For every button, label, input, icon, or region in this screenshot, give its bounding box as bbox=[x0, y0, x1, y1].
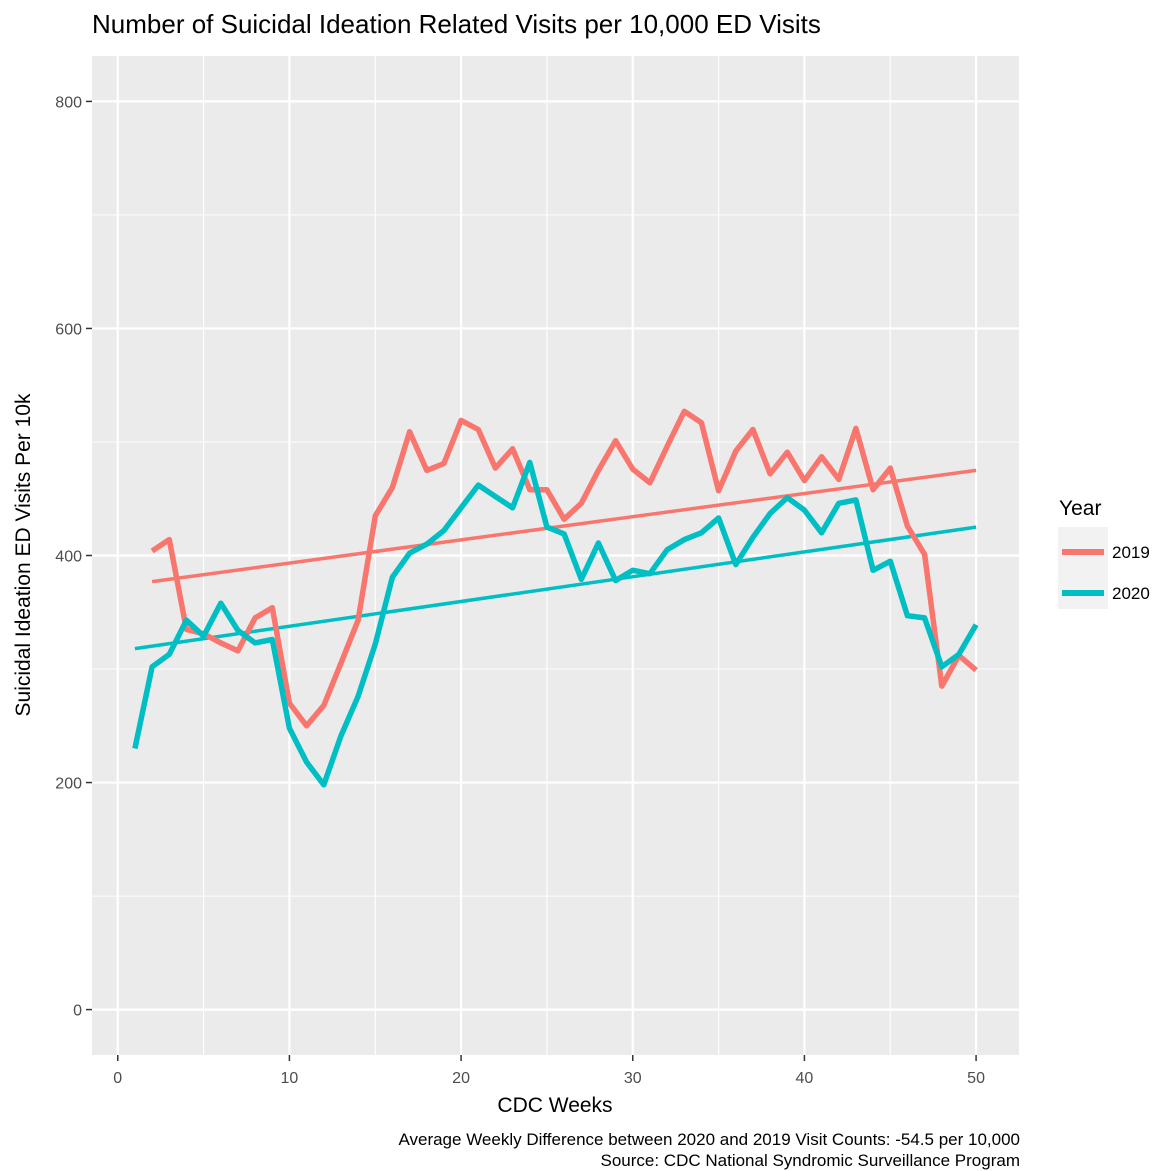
y-axis-title: Suicidal Ideation ED Visits Per 10k bbox=[12, 393, 35, 716]
major-gridlines bbox=[92, 56, 1019, 1055]
x-tick-label: 40 bbox=[796, 1070, 814, 1087]
legend-title: Year bbox=[1059, 497, 1101, 520]
x-tick-label: 50 bbox=[967, 1070, 985, 1087]
series-line-2019 bbox=[150, 408, 978, 729]
legend: Year 2019 2020 bbox=[1058, 497, 1150, 609]
chart-title: Number of Suicidal Ideation Related Visi… bbox=[92, 9, 821, 39]
x-tick-label: 20 bbox=[452, 1070, 470, 1087]
x-axis-title: CDC Weeks bbox=[497, 1094, 612, 1117]
x-tick-label: 30 bbox=[624, 1070, 642, 1087]
legend-label-2020: 2020 bbox=[1112, 584, 1150, 603]
trend-line-2019 bbox=[151, 468, 977, 584]
y-tick-label: 0 bbox=[73, 1003, 82, 1020]
caption-difference: Average Weekly Difference between 2020 a… bbox=[398, 1130, 1020, 1149]
x-tick-label: 0 bbox=[113, 1070, 122, 1087]
series-line-2020 bbox=[132, 459, 979, 788]
legend-label-2019: 2019 bbox=[1112, 543, 1150, 562]
caption-source: Source: CDC National Syndromic Surveilla… bbox=[601, 1151, 1021, 1170]
y-tick-label: 400 bbox=[55, 549, 82, 566]
x-tick-label: 10 bbox=[281, 1070, 299, 1087]
y-tick-label: 800 bbox=[55, 94, 82, 111]
y-tick-label: 200 bbox=[55, 776, 82, 793]
y-tick-label: 600 bbox=[55, 321, 82, 338]
axes: 0 10 20 30 40 50 0 200 400 600 800 bbox=[55, 94, 985, 1087]
series-lines bbox=[132, 408, 979, 788]
legend-key-background bbox=[1058, 527, 1108, 609]
